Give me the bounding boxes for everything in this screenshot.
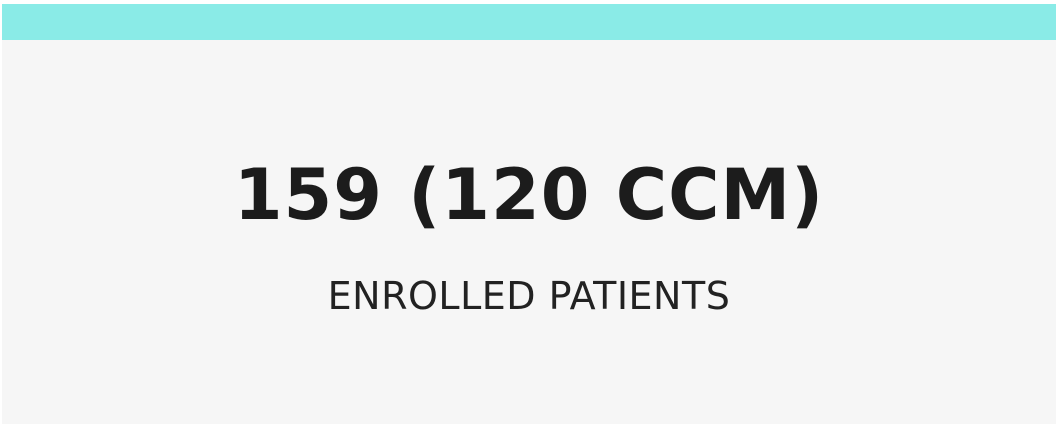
stat-card: 159 (120 CCM) ENROLLED PATIENTS <box>2 4 1056 424</box>
stat-value: 159 (120 CCM) <box>233 154 825 236</box>
accent-bar <box>2 4 1056 40</box>
stat-label: ENROLLED PATIENTS <box>327 274 731 318</box>
